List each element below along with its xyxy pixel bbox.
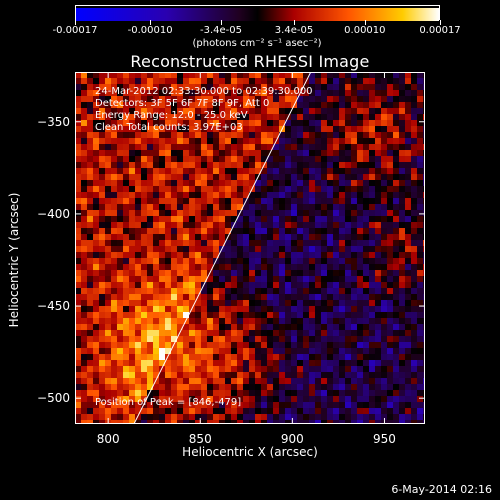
heatmap-svg bbox=[75, 72, 425, 424]
y-tick-label: −450 bbox=[37, 299, 70, 314]
colorbar-tick-label: 3.4e-05 bbox=[274, 25, 314, 36]
colorbar-tick bbox=[75, 20, 76, 25]
colorbar-tick bbox=[221, 20, 222, 25]
colorbar-tick-label: 0.00010 bbox=[344, 25, 386, 36]
y-tick-label: −350 bbox=[37, 114, 70, 129]
detectors-annotation: Detectors: 3F 5F 6F 7F 8F 9F, Att 0 bbox=[95, 98, 270, 109]
y-tick-label: −400 bbox=[37, 206, 70, 221]
x-tick-label: 900 bbox=[280, 432, 304, 446]
colorbar-tick-label: -0.00017 bbox=[52, 25, 98, 36]
energy-range-annotation: Energy Range: 12.0 - 25.0 keV bbox=[95, 110, 248, 121]
x-tick-label: 950 bbox=[373, 432, 396, 446]
colorbar-tick bbox=[294, 20, 295, 25]
counts-annotation: Clean Total counts: 3.97E+03 bbox=[95, 122, 243, 133]
colorbar-tick-label: 0.00017 bbox=[419, 25, 461, 36]
colorbar-tick bbox=[440, 20, 441, 25]
colorbar-tick bbox=[150, 20, 152, 25]
y-axis-title: Heliocentric Y (arcsec) bbox=[7, 192, 21, 328]
x-tick-label: 850 bbox=[188, 432, 212, 446]
heatmap-cells bbox=[75, 72, 425, 424]
date-stamp: 6-May-2014 02:16 bbox=[391, 483, 492, 496]
solar-limb-line bbox=[133, 72, 312, 424]
plot-title: Reconstructed RHESSI Image bbox=[130, 52, 370, 71]
peak-position-annotation: Position of Peak = [846,-479] bbox=[95, 397, 242, 408]
x-axis-title: Heliocentric X (arcsec) bbox=[182, 445, 318, 459]
x-tick-label: 800 bbox=[96, 432, 120, 446]
colorbar bbox=[75, 5, 440, 21]
colorbar-tick-label: -3.4e-05 bbox=[200, 25, 242, 36]
colorbar-gradient bbox=[76, 8, 439, 21]
colorbar-tick bbox=[364, 20, 366, 25]
time-range-annotation: 24-Mar-2012 02:33:30.000 to 02:39:30.000 bbox=[95, 86, 313, 97]
colorbar-unit-label: (photons cm⁻² s⁻¹ asec⁻²) bbox=[192, 38, 322, 49]
colorbar-tick-label: -0.00010 bbox=[127, 25, 173, 36]
plot-frame bbox=[75, 72, 425, 424]
y-tick-label: −500 bbox=[37, 391, 70, 406]
heatmap-plot bbox=[75, 72, 425, 424]
